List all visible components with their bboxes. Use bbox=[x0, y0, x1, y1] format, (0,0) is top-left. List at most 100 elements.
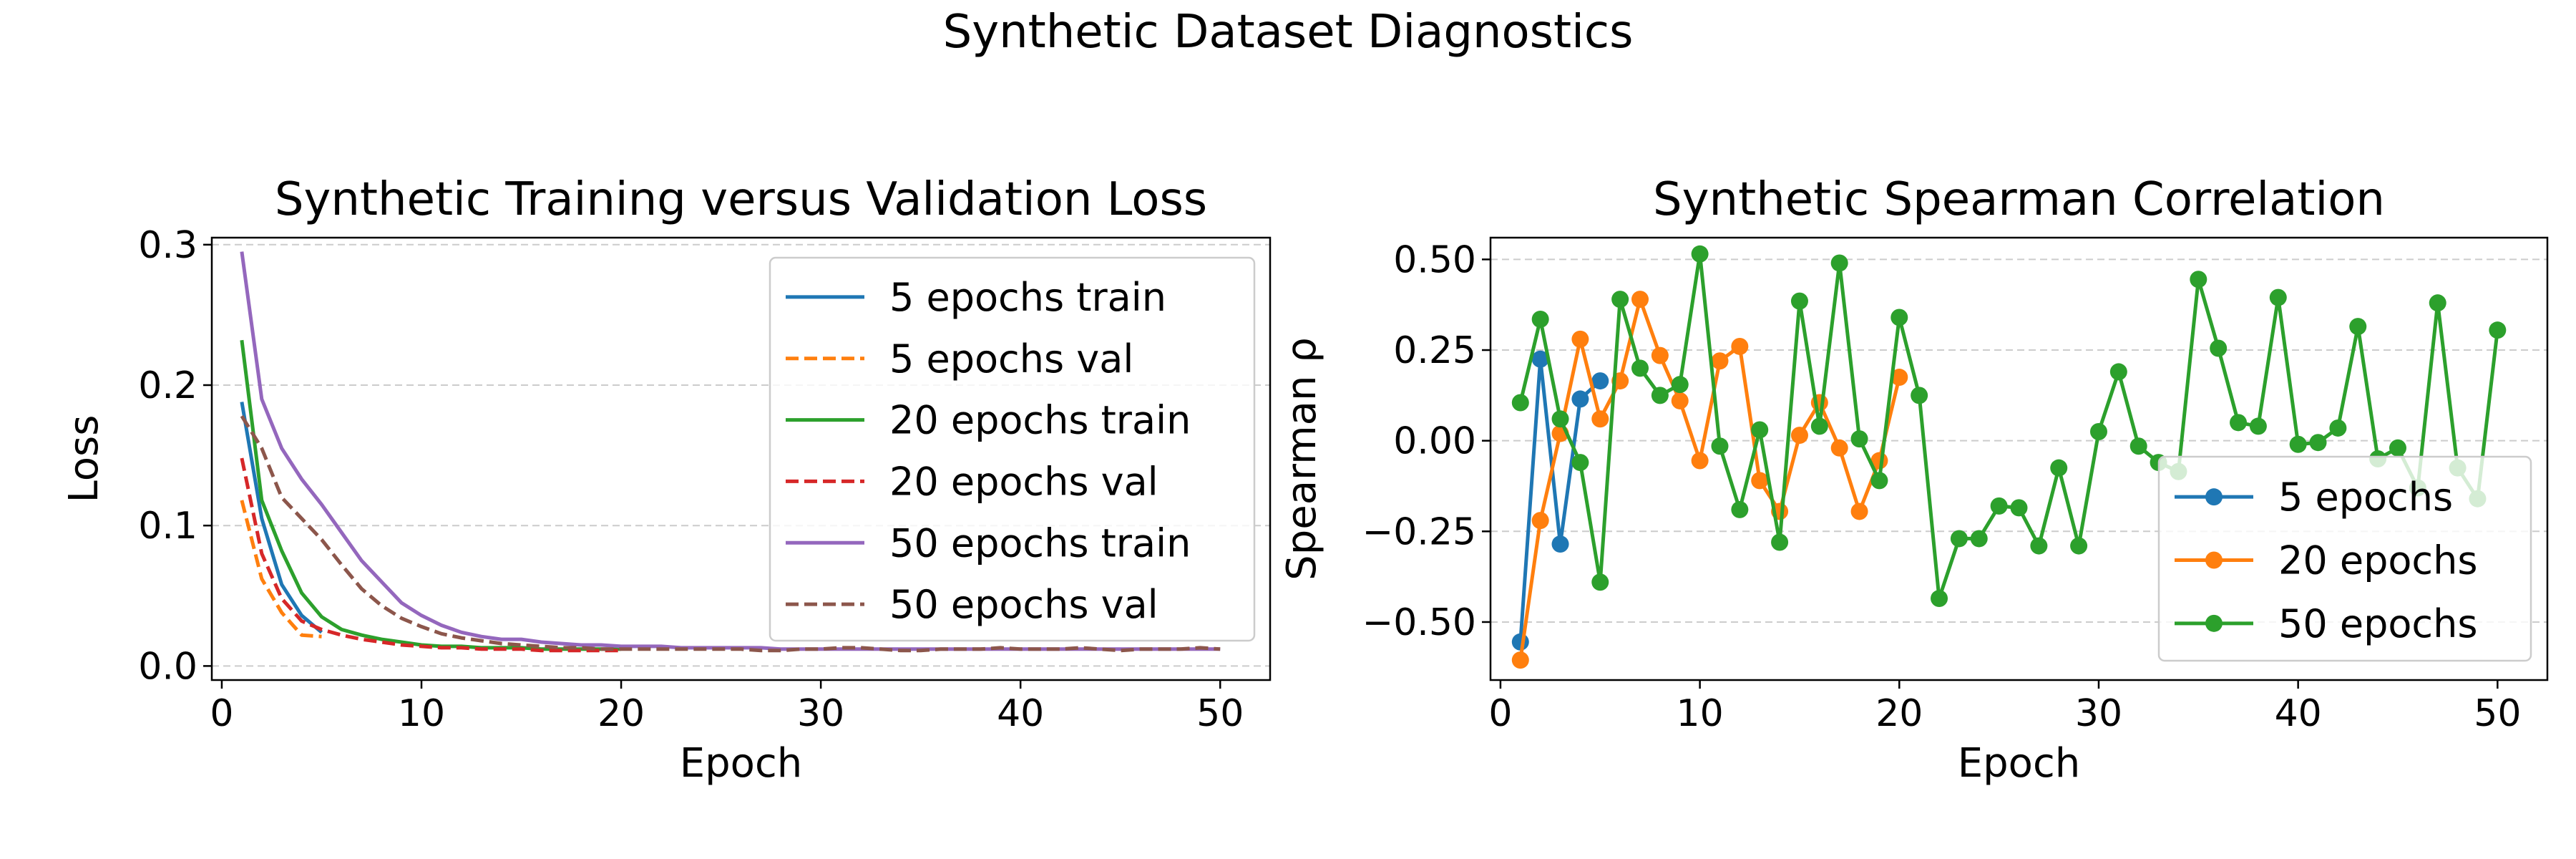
x-tick-label: 50 bbox=[2474, 692, 2521, 735]
loss-panel: 0 10 20 30 40 50 0.0 0.1 0.2 0.3 Epoch Loss Syntheti… bbox=[61, 173, 1272, 787]
data-point bbox=[1790, 292, 1808, 310]
data-point bbox=[1571, 330, 1589, 348]
data-point bbox=[1731, 500, 1749, 518]
x-axis-label: Epoch bbox=[680, 740, 802, 787]
data-point bbox=[2109, 363, 2127, 381]
data-point bbox=[2429, 294, 2446, 312]
data-point bbox=[1551, 410, 1569, 428]
data-point bbox=[1631, 291, 1649, 309]
data-point bbox=[1850, 503, 1868, 520]
series-line-5-epochs-val bbox=[240, 500, 322, 639]
data-point bbox=[2309, 434, 2327, 452]
spearman-panel: 0 10 20 30 40 50 −0.50 −0.25 0.00 0.25 0.50 Epoch Sp… bbox=[1279, 173, 2549, 787]
axes-frame bbox=[1489, 236, 2549, 681]
data-point bbox=[1870, 472, 1888, 490]
x-tick-label: 0 bbox=[1488, 692, 1512, 735]
y-axis-label: Spearman ρ bbox=[1279, 337, 1325, 581]
data-point bbox=[1631, 359, 1649, 377]
y-tick-label: 0.50 bbox=[1393, 238, 1476, 281]
legend-marker bbox=[2205, 614, 2223, 632]
data-point bbox=[2489, 321, 2507, 339]
data-point bbox=[1990, 497, 2008, 515]
data-point bbox=[1651, 387, 1669, 404]
x-tick-label: 0 bbox=[210, 692, 233, 735]
x-tick-label: 40 bbox=[997, 692, 1044, 735]
legend-label: 5 epochs val bbox=[889, 336, 1133, 382]
data-point bbox=[1691, 245, 1709, 263]
y-axis-label: Loss bbox=[61, 415, 107, 503]
x-tick-label: 30 bbox=[797, 692, 844, 735]
data-point bbox=[2349, 318, 2367, 336]
figure-suptitle: Synthetic Dataset Diagnostics bbox=[943, 6, 1634, 59]
data-point bbox=[1671, 392, 1689, 409]
data-point bbox=[1731, 337, 1749, 355]
data-point bbox=[2329, 419, 2347, 437]
data-point bbox=[1591, 372, 1609, 390]
data-point bbox=[1531, 512, 1549, 530]
data-point bbox=[1591, 410, 1609, 428]
series-line-20-epochs-val bbox=[240, 457, 622, 653]
x-tick-label: 20 bbox=[1875, 692, 1923, 735]
y-tick-label: 0.25 bbox=[1393, 329, 1476, 372]
legend-marker bbox=[2205, 488, 2223, 506]
y-tick-label: 0.3 bbox=[138, 224, 197, 267]
data-point bbox=[1751, 472, 1769, 490]
series-line-50-epochs-val bbox=[240, 414, 1221, 653]
data-point bbox=[2289, 435, 2307, 453]
x-tick-label: 10 bbox=[1677, 692, 1724, 735]
y-tick-label: 0.00 bbox=[1393, 420, 1476, 463]
data-point bbox=[2089, 423, 2107, 441]
legend-box bbox=[2157, 455, 2532, 662]
data-point bbox=[1511, 651, 1529, 669]
x-tick-label: 20 bbox=[597, 692, 645, 735]
y-tick-label: 0.0 bbox=[138, 645, 197, 688]
data-point bbox=[1970, 530, 1988, 548]
data-point bbox=[1711, 437, 1729, 455]
data-point bbox=[1890, 369, 1908, 387]
x-tick-label: 30 bbox=[2075, 692, 2122, 735]
data-point bbox=[1830, 439, 1848, 457]
data-point bbox=[2050, 459, 2068, 477]
data-point bbox=[1771, 533, 1789, 551]
data-point bbox=[1751, 421, 1769, 439]
legend-label: 50 epochs bbox=[2278, 601, 2477, 646]
legend-label: 20 epochs val bbox=[889, 459, 1158, 504]
data-point bbox=[1931, 590, 1948, 608]
data-point bbox=[2030, 537, 2048, 555]
data-point bbox=[1531, 310, 1549, 328]
data-point bbox=[1850, 430, 1868, 448]
x-tick-label: 10 bbox=[398, 692, 445, 735]
y-tick-label: −0.50 bbox=[1362, 601, 1476, 644]
legend-label: 20 epochs bbox=[2278, 538, 2477, 583]
data-point bbox=[2010, 499, 2028, 517]
axes-frame bbox=[210, 236, 1272, 681]
data-point bbox=[1810, 417, 1828, 435]
data-point bbox=[2230, 414, 2248, 432]
data-point bbox=[1571, 454, 1589, 472]
data-point bbox=[1671, 376, 1689, 394]
x-tick-label: 40 bbox=[2275, 692, 2322, 735]
data-point bbox=[1591, 573, 1609, 591]
data-point bbox=[1531, 350, 1549, 368]
chart-title: Synthetic Spearman Correlation bbox=[1653, 173, 2385, 226]
y-tick-label: −0.25 bbox=[1362, 510, 1476, 553]
data-point bbox=[2269, 288, 2287, 306]
data-point bbox=[1691, 452, 1709, 470]
data-point bbox=[1611, 291, 1629, 309]
legend-marker bbox=[2205, 551, 2223, 569]
data-point bbox=[1651, 346, 1669, 364]
x-tick-label: 50 bbox=[1196, 692, 1244, 735]
legend-label: 5 epochs train bbox=[889, 275, 1166, 320]
y-tick-label: 0.2 bbox=[138, 364, 197, 407]
data-point bbox=[1950, 530, 1968, 548]
data-point bbox=[1790, 427, 1808, 445]
data-point bbox=[2249, 417, 2267, 435]
data-point bbox=[2190, 271, 2207, 288]
x-axis-label: Epoch bbox=[1958, 740, 2080, 787]
data-point bbox=[1830, 254, 1848, 272]
data-point bbox=[1571, 390, 1589, 408]
data-point bbox=[2389, 439, 2406, 457]
data-point bbox=[1911, 387, 1928, 404]
